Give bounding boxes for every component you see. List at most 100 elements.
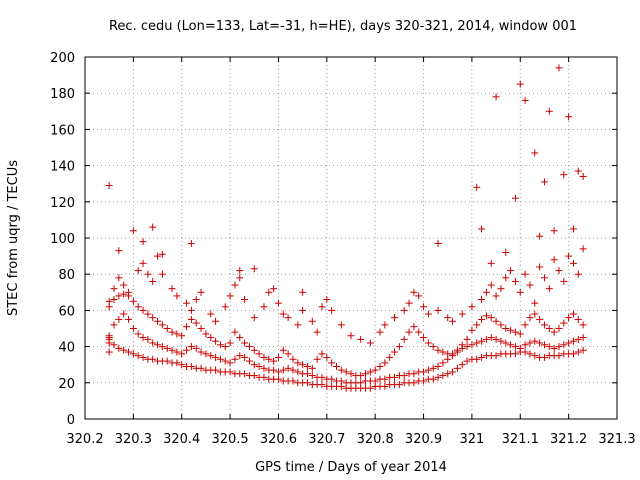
data-point xyxy=(173,359,181,367)
data-point xyxy=(429,343,437,351)
data-point xyxy=(115,344,123,352)
y-tick-label: 20 xyxy=(58,377,75,392)
data-point xyxy=(270,285,278,293)
data-point xyxy=(540,321,548,329)
data-point xyxy=(260,373,268,381)
data-point xyxy=(511,350,519,358)
data-point xyxy=(540,178,548,186)
data-point xyxy=(502,325,510,332)
data-point xyxy=(270,366,278,374)
data-point xyxy=(347,370,355,378)
data-point xyxy=(492,317,500,325)
data-point xyxy=(192,296,200,304)
data-point xyxy=(226,359,234,367)
data-point xyxy=(299,306,307,314)
data-point xyxy=(202,330,210,338)
data-point xyxy=(183,346,191,354)
x-tick-label: 320.2 xyxy=(66,432,103,447)
data-point xyxy=(415,292,423,300)
data-point xyxy=(497,337,505,345)
data-point xyxy=(536,232,544,240)
data-point xyxy=(241,370,249,378)
data-point xyxy=(569,259,577,267)
data-point xyxy=(212,366,220,374)
data-point xyxy=(289,377,297,385)
data-point xyxy=(212,337,220,345)
data-point xyxy=(284,314,292,322)
data-point xyxy=(415,328,423,336)
data-point xyxy=(245,357,253,365)
data-point xyxy=(313,328,321,336)
axis-ticks: 320.2 320.3 320.4 320.5 320.6 320.7 320.8 320.9… xyxy=(50,51,635,447)
data-point xyxy=(540,341,548,349)
data-point xyxy=(434,373,442,381)
data-point xyxy=(279,366,287,374)
data-point xyxy=(154,317,162,325)
data-point xyxy=(187,315,195,323)
data-point xyxy=(569,350,577,358)
x-tick-label: 320.3 xyxy=(115,432,152,447)
data-point xyxy=(303,363,311,371)
data-point xyxy=(536,339,544,347)
data-point xyxy=(105,297,113,305)
y-tick-label: 160 xyxy=(50,123,75,138)
data-point xyxy=(250,265,258,273)
data-point xyxy=(434,346,442,354)
data-point xyxy=(139,334,147,342)
data-point xyxy=(497,285,505,293)
data-point xyxy=(250,346,258,354)
data-point xyxy=(192,319,200,327)
data-point xyxy=(337,366,345,374)
data-point xyxy=(569,310,577,318)
data-points xyxy=(105,64,587,392)
data-point xyxy=(410,370,418,378)
data-point xyxy=(458,341,466,349)
data-point xyxy=(511,194,519,202)
data-point xyxy=(178,350,186,358)
data-point xyxy=(560,171,568,179)
data-point xyxy=(391,314,399,322)
data-point xyxy=(357,379,365,387)
data-point xyxy=(134,267,142,275)
data-point xyxy=(134,330,142,338)
data-point xyxy=(236,274,244,282)
data-point xyxy=(526,281,534,289)
data-point xyxy=(149,355,157,363)
data-point xyxy=(226,368,234,376)
data-point xyxy=(395,343,403,351)
grid-lines xyxy=(85,57,617,419)
data-point xyxy=(105,182,113,190)
data-point xyxy=(366,339,374,347)
data-point xyxy=(536,315,544,323)
data-point xyxy=(250,314,258,322)
data-point xyxy=(400,306,408,314)
data-point xyxy=(516,288,524,296)
y-tick-label: 120 xyxy=(50,196,75,211)
data-point xyxy=(144,335,152,343)
y-tick-label: 180 xyxy=(50,87,75,102)
data-point xyxy=(362,370,370,378)
data-point xyxy=(400,335,408,343)
data-point xyxy=(274,368,282,376)
data-point xyxy=(531,310,539,318)
data-point xyxy=(579,346,587,354)
data-point xyxy=(178,332,186,340)
data-point xyxy=(308,372,316,380)
data-point xyxy=(187,363,195,371)
data-point xyxy=(168,285,176,293)
data-point xyxy=(458,310,466,318)
data-point xyxy=(318,373,326,381)
data-point xyxy=(303,370,311,378)
data-point xyxy=(565,339,573,347)
data-point xyxy=(381,382,389,390)
data-point xyxy=(125,315,133,323)
data-point xyxy=(212,317,220,325)
data-point xyxy=(279,310,287,318)
data-point xyxy=(318,350,326,358)
data-point xyxy=(507,267,515,275)
data-point xyxy=(540,353,548,361)
x-tick-label: 321.3 xyxy=(598,432,635,447)
data-point xyxy=(129,227,137,235)
data-point xyxy=(294,359,302,367)
